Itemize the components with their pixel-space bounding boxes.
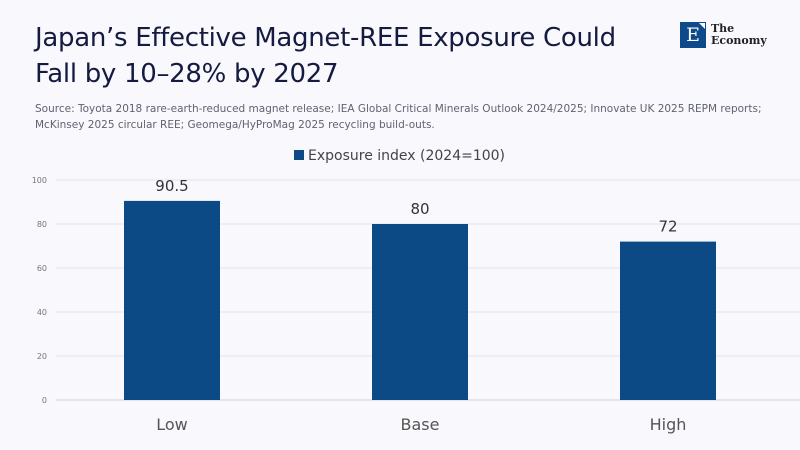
data-labels: 90.5 80 72: [155, 177, 677, 236]
bars: [124, 200, 716, 400]
y-tick-label: 40: [37, 308, 47, 317]
legend-swatch: [294, 150, 304, 160]
data-label-high: 72: [658, 218, 677, 236]
legend: Exposure index (2024=100): [294, 148, 505, 164]
the-economy-logo: E The Economy: [680, 22, 767, 48]
y-tick-label: 100: [32, 176, 47, 185]
category-label-high: High: [650, 415, 687, 434]
logo-wordmark: The Economy: [711, 23, 767, 47]
logo-line-1: The: [711, 22, 735, 35]
y-tick-label: 0: [42, 396, 47, 405]
data-label-low: 90.5: [155, 177, 188, 195]
chart-title: Japan’s Effective Magnet-REE Exposure Co…: [35, 23, 616, 89]
category-label-base: Base: [401, 415, 440, 434]
logo-mark-icon: E: [680, 22, 706, 48]
data-label-base: 80: [410, 200, 429, 218]
y-tick-label: 60: [37, 264, 47, 273]
bar-high: [620, 241, 716, 400]
y-axis-ticks: 0 20 40 60 80 100: [32, 176, 47, 405]
category-labels: Low Base High: [156, 415, 686, 434]
source-note: Source: Toyota 2018 rare-earth-reduced m…: [35, 103, 762, 131]
logo-notch: [699, 23, 705, 29]
logo-mark-letter: E: [686, 23, 700, 46]
legend-label: Exposure index (2024=100): [308, 148, 505, 164]
bar-low: [124, 200, 220, 400]
bar-base: [372, 224, 468, 400]
category-label-low: Low: [156, 415, 188, 434]
y-tick-label: 80: [37, 220, 47, 229]
y-tick-label: 20: [37, 352, 47, 361]
logo-line-2: Economy: [711, 34, 767, 47]
